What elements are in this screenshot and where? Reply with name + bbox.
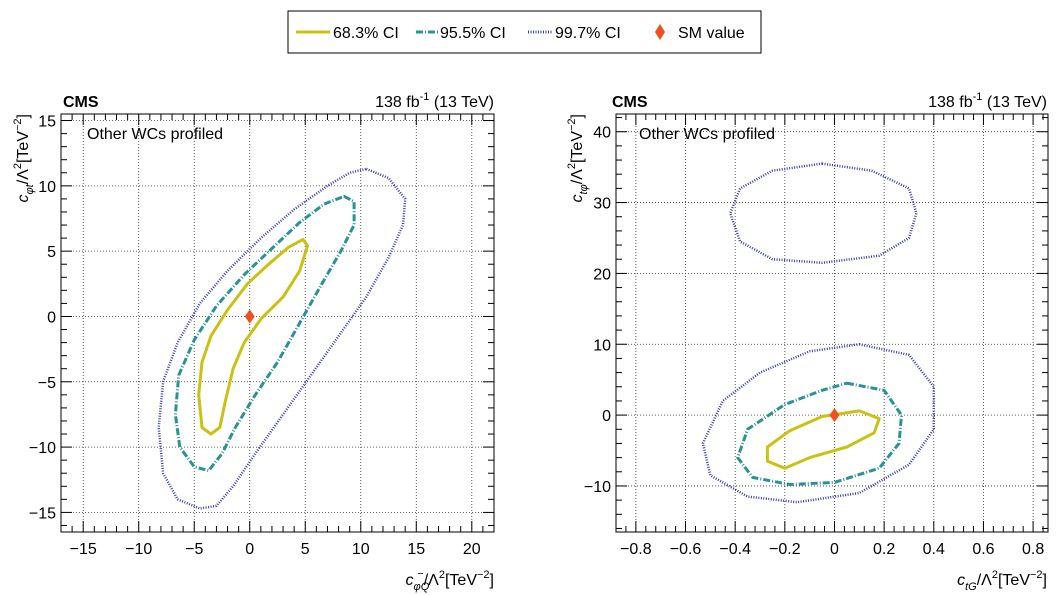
right-y-tick-label: 0 bbox=[602, 408, 611, 425]
right-x-tick-label: 0.6 bbox=[972, 541, 994, 558]
left-experiment-label: CMS bbox=[63, 94, 99, 111]
left-x-tick-label: 5 bbox=[301, 541, 310, 558]
legend-label-955: 95.5% CI bbox=[440, 25, 506, 42]
right-contours bbox=[701, 162, 936, 504]
right-x-tick-label: 0 bbox=[830, 541, 839, 558]
left-contour-997-2 bbox=[157, 167, 407, 510]
right-x-tick-label: 0.8 bbox=[1022, 541, 1044, 558]
right-axes-box bbox=[615, 113, 1049, 533]
left-y-tick-label: 15 bbox=[38, 114, 56, 131]
left-x-tick-label: 10 bbox=[352, 541, 370, 558]
right-contour-683-0 bbox=[765, 409, 881, 470]
left-grid bbox=[61, 114, 494, 532]
left-panel: −15 −10 −5 0 5 10 15 20 −15 −10 −5 0 5 10 15 CMS 138 f… bbox=[12, 91, 495, 593]
right-annotation: Other WCs profiled bbox=[639, 126, 775, 143]
left-sm-marker bbox=[244, 309, 255, 324]
legend-label-sm: SM value bbox=[678, 25, 745, 42]
left-annotation: Other WCs profiled bbox=[87, 126, 223, 143]
left-contour-683-0 bbox=[197, 237, 309, 436]
left-y-tick-label: −5 bbox=[38, 375, 56, 392]
right-y-tick-label: 40 bbox=[593, 125, 611, 142]
left-contour-955-1 bbox=[173, 194, 356, 473]
right-x-tick-label: 0.2 bbox=[873, 541, 895, 558]
right-lumi-label: 138 fb-1 (13 TeV) bbox=[928, 91, 1047, 111]
right-x-tick-label: −0.4 bbox=[719, 541, 751, 558]
right-contour-997-2 bbox=[701, 343, 936, 504]
left-y-axis-label: cφt/Λ2[TeV−2] bbox=[12, 114, 36, 203]
right-experiment-label: CMS bbox=[612, 94, 648, 111]
right-y-tick-label: 10 bbox=[593, 337, 611, 354]
left-y-tick-label: −15 bbox=[29, 505, 56, 522]
right-x-tick-label: 0.4 bbox=[923, 541, 945, 558]
right-y-tick-label: −10 bbox=[584, 479, 611, 496]
left-y-tick-label: 0 bbox=[47, 309, 56, 326]
left-lumi-label: 138 fb-1 (13 TeV) bbox=[375, 91, 494, 111]
right-plot-frame bbox=[616, 114, 1048, 532]
left-x-tick-label: 15 bbox=[407, 541, 425, 558]
right-x-tick-label: −0.2 bbox=[769, 541, 801, 558]
right-y-tick-label: 30 bbox=[593, 196, 611, 213]
left-axes-box bbox=[60, 113, 495, 533]
legend-box bbox=[287, 10, 762, 54]
right-axes: −0.8 −0.6 −0.4 −0.2 0 0.2 0.4 0.6 0.8 −10 0 10 20 30 4… bbox=[584, 113, 1049, 558]
left-x-tick-label: −5 bbox=[185, 541, 203, 558]
left-y-tick-label: 5 bbox=[47, 244, 56, 261]
left-y-tick-label: −10 bbox=[29, 440, 56, 457]
legend-label-68: 68.3% CI bbox=[333, 25, 399, 42]
left-contours bbox=[157, 167, 407, 510]
left-y-tick-label: 10 bbox=[38, 179, 56, 196]
left-plot-frame bbox=[61, 114, 494, 532]
left-x-tick-label: −10 bbox=[125, 541, 152, 558]
left-axes: −15 −10 −5 0 5 10 15 20 −15 −10 −5 0 5 10 15 bbox=[29, 113, 495, 558]
legend-label-997: 99.7% CI bbox=[555, 25, 621, 42]
right-x-tick-label: −0.8 bbox=[620, 541, 652, 558]
left-x-tick-label: −15 bbox=[70, 541, 97, 558]
right-contour-955-1 bbox=[736, 381, 903, 486]
left-x-tick-label: 0 bbox=[245, 541, 254, 558]
right-panel: −0.8 −0.6 −0.4 −0.2 0 0.2 0.4 0.6 0.8 −10 0 10 20 30 4… bbox=[566, 91, 1049, 593]
right-x-axis-label: ctG/Λ2[TeV−2] bbox=[957, 569, 1047, 593]
right-grid bbox=[616, 114, 1048, 532]
right-y-tick-label: 20 bbox=[593, 266, 611, 283]
left-x-tick-label: 20 bbox=[463, 541, 481, 558]
left-x-axis-label: cφQ−/Λ2[TeV−2] bbox=[406, 568, 494, 593]
right-y-axis-label: ctφ/Λ2[TeV−2] bbox=[566, 114, 590, 203]
right-sm-marker bbox=[829, 408, 840, 423]
right-x-tick-label: −0.6 bbox=[670, 541, 702, 558]
legend: 68.3% CI 95.5% CI 99.7% CI SM value bbox=[287, 10, 762, 54]
right-contour-997-3 bbox=[728, 162, 918, 265]
legend-sm-marker bbox=[655, 24, 665, 40]
